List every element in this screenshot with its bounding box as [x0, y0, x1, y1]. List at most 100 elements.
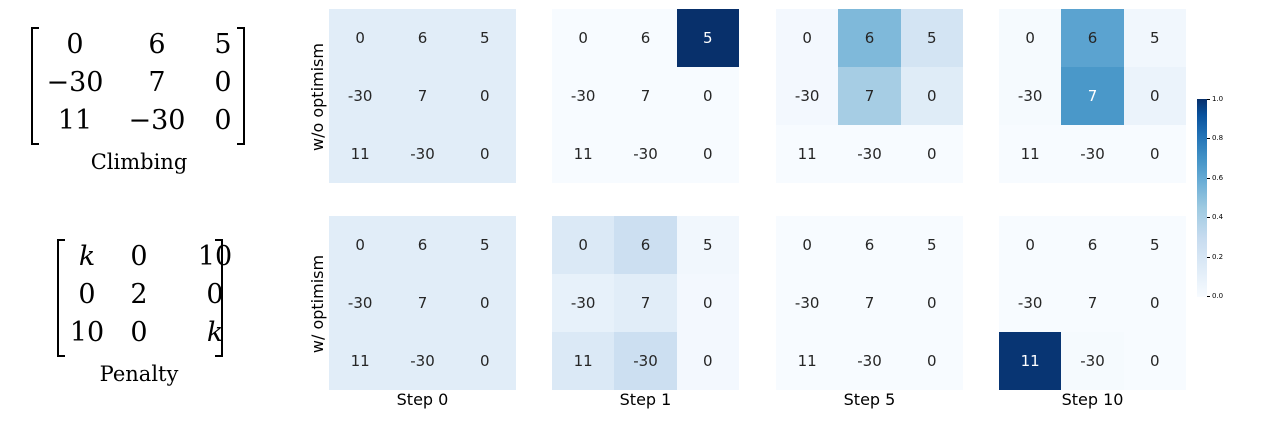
heatmap-cell: 7 [614, 274, 677, 332]
heatmap-cell: -30 [1061, 332, 1124, 390]
matrix-brackets [57, 239, 223, 357]
heatmap-cell: 6 [614, 9, 677, 67]
heatmap-cell: 0 [676, 274, 739, 332]
heatmap-cell: 5 [453, 216, 516, 274]
matrix-brackets [31, 27, 245, 145]
matrix-entry: 6 [148, 29, 166, 60]
heatmap-cell: -30 [552, 67, 615, 125]
colorbar-tick: 0.6 [1207, 173, 1237, 183]
heatmap-cell: -30 [1061, 125, 1124, 183]
heatmap-cell: 11 [552, 332, 615, 390]
matrix-entry: k [78, 241, 96, 272]
heatmap-cell: 11 [329, 332, 392, 390]
heatmap-cell: 0 [900, 125, 963, 183]
left-bracket [57, 239, 65, 357]
colorbar [1197, 99, 1207, 297]
heatmap-cell: -30 [838, 332, 901, 390]
heatmap-cell: -30 [391, 125, 454, 183]
heatmap-cell: 6 [838, 216, 901, 274]
right-bracket [237, 27, 245, 145]
heatmap-cell: 7 [391, 274, 454, 332]
heatmap-cell: 0 [900, 274, 963, 332]
matrix-caption: Penalty [99, 362, 179, 386]
heatmap-cell: -30 [776, 274, 839, 332]
heatmap-cell: 0 [1123, 274, 1186, 332]
heatmap-cell: 0 [676, 67, 739, 125]
heatmap-cell: 0 [900, 67, 963, 125]
heatmap-cell: 7 [1061, 274, 1124, 332]
heatmap-cell: 11 [552, 125, 615, 183]
heatmap-cell: 0 [552, 9, 615, 67]
matrix-entry: −30 [46, 67, 104, 98]
heatmap-cell: 5 [453, 9, 516, 67]
heatmap-cell: 11 [999, 332, 1062, 390]
step-label-0: Step 0 [396, 390, 449, 409]
heatmap-cell: 0 [900, 332, 963, 390]
matrix-entry: 11 [57, 105, 93, 136]
heatmap-with-optimism-step-0: 0 6 5 -30 7 0 11 -30 0 [329, 216, 516, 390]
heatmap-cell: 11 [776, 332, 839, 390]
matrix-entry: 0 [66, 29, 84, 60]
heatmap-cell: 0 [453, 332, 516, 390]
heatmap-cell: -30 [838, 125, 901, 183]
heatmap-cell: 7 [838, 67, 901, 125]
heatmap-cell: 0 [453, 67, 516, 125]
heatmap-cell: -30 [776, 67, 839, 125]
heatmap-cell: 5 [900, 216, 963, 274]
heatmap-cell: 7 [838, 274, 901, 332]
heatmap-cell: -30 [999, 274, 1062, 332]
heatmap-cell: -30 [329, 274, 392, 332]
matrix-entry: 0 [130, 241, 148, 272]
colorbar-tick: 1.0 [1207, 94, 1237, 104]
matrix-entry: 10 [197, 241, 233, 272]
heatmap-cell: -30 [614, 332, 677, 390]
matrix-entry: 10 [69, 317, 105, 348]
matrix-entry: 2 [130, 279, 148, 310]
step-label-5: Step 5 [843, 390, 896, 409]
heatmap-cell: 6 [391, 216, 454, 274]
heatmap-cell: 7 [1061, 67, 1124, 125]
row-label-without-optimism: w/o optimism [308, 43, 327, 151]
heatmap-cell: 0 [999, 216, 1062, 274]
matrix-entry: 7 [148, 67, 166, 98]
heatmap-cell: -30 [391, 332, 454, 390]
heatmap-without-optimism-step-10: 0 6 5 -30 7 0 11 -30 0 [999, 9, 1186, 183]
heatmap-cell: 0 [453, 125, 516, 183]
matrix-entry: 0 [214, 105, 232, 136]
heatmap-cell: 0 [776, 216, 839, 274]
heatmap-cell: -30 [552, 274, 615, 332]
matrix-entry: 0 [214, 67, 232, 98]
row-label-with-optimism: w/ optimism [308, 254, 327, 354]
heatmap-with-optimism-step-5: 0 6 5 -30 7 0 11 -30 0 [776, 216, 963, 390]
right-bracket [215, 239, 223, 357]
heatmap-with-optimism-step-1: 0 6 5 -30 7 0 11 -30 0 [552, 216, 739, 390]
matrix-entry: 0 [206, 279, 224, 310]
heatmap-cell: 5 [1123, 9, 1186, 67]
heatmap-cell: 0 [676, 125, 739, 183]
heatmap-cell: 0 [1123, 125, 1186, 183]
colorbar-tick: 0.0 [1207, 291, 1237, 301]
heatmap-cell: 6 [391, 9, 454, 67]
heatmap-without-optimism-step-0: 0 6 5 -30 7 0 11 -30 0 [329, 9, 516, 183]
heatmap-cell: 0 [776, 9, 839, 67]
heatmap-cell: 6 [1061, 216, 1124, 274]
step-label-1: Step 1 [619, 390, 672, 409]
heatmap-cell: 0 [1123, 332, 1186, 390]
heatmap-cell: 0 [1123, 67, 1186, 125]
heatmap-cell: 0 [329, 9, 392, 67]
heatmap-cell: 5 [900, 9, 963, 67]
heatmap-cell: 0 [453, 274, 516, 332]
heatmap-cell: 11 [329, 125, 392, 183]
matrix-caption: Climbing [90, 150, 188, 174]
heatmap-cell: 11 [999, 125, 1062, 183]
heatmap-cell: -30 [329, 67, 392, 125]
heatmap-cell: 0 [329, 216, 392, 274]
colorbar-tick: 0.4 [1207, 212, 1237, 222]
colorbar-tick: 0.8 [1207, 133, 1237, 143]
heatmap-cell: 6 [838, 9, 901, 67]
colorbar-tick: 0.2 [1207, 252, 1237, 262]
heatmap-cell: 7 [614, 67, 677, 125]
heatmap-cell: 6 [614, 216, 677, 274]
heatmap-cell: 7 [391, 67, 454, 125]
heatmap-cell: 5 [676, 216, 739, 274]
